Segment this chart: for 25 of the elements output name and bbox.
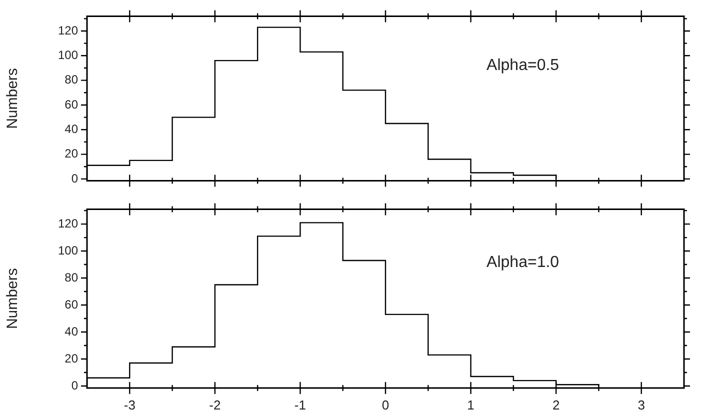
y-tick-label: 100 [58, 243, 78, 258]
y-tick-label: 60 [64, 297, 78, 312]
y-tick-label: 20 [64, 146, 78, 161]
x-tick-label: 1 [467, 397, 474, 412]
x-tick-label: 2 [552, 397, 560, 412]
y-tick-label: 120 [58, 216, 78, 230]
y-axis-title: Numbers [4, 268, 22, 330]
x-tick-label: -1 [294, 397, 306, 412]
y-tick-label: 40 [64, 324, 78, 338]
y-tick-label: 100 [58, 48, 78, 62]
annotation: Alpha=1.0 [486, 254, 560, 272]
y-tick-label: 60 [64, 97, 78, 112]
x-tick-label: 0 [382, 397, 390, 412]
y-tick-label: 80 [64, 72, 78, 87]
y-tick-label: 0 [71, 171, 78, 186]
y-tick-label: 20 [64, 351, 78, 366]
y-tick-label: 0 [71, 378, 78, 392]
annotation: Alpha=0.5 [486, 56, 560, 74]
y-tick-label: 120 [58, 23, 78, 38]
x-tick-label: -3 [124, 397, 136, 412]
y-axis-title: Numbers [4, 68, 22, 129]
x-tick-label: 3 [638, 397, 645, 412]
y-tick-label: 40 [64, 122, 78, 136]
y-tick-label: 80 [64, 270, 78, 284]
x-tick-label: -2 [209, 397, 221, 412]
